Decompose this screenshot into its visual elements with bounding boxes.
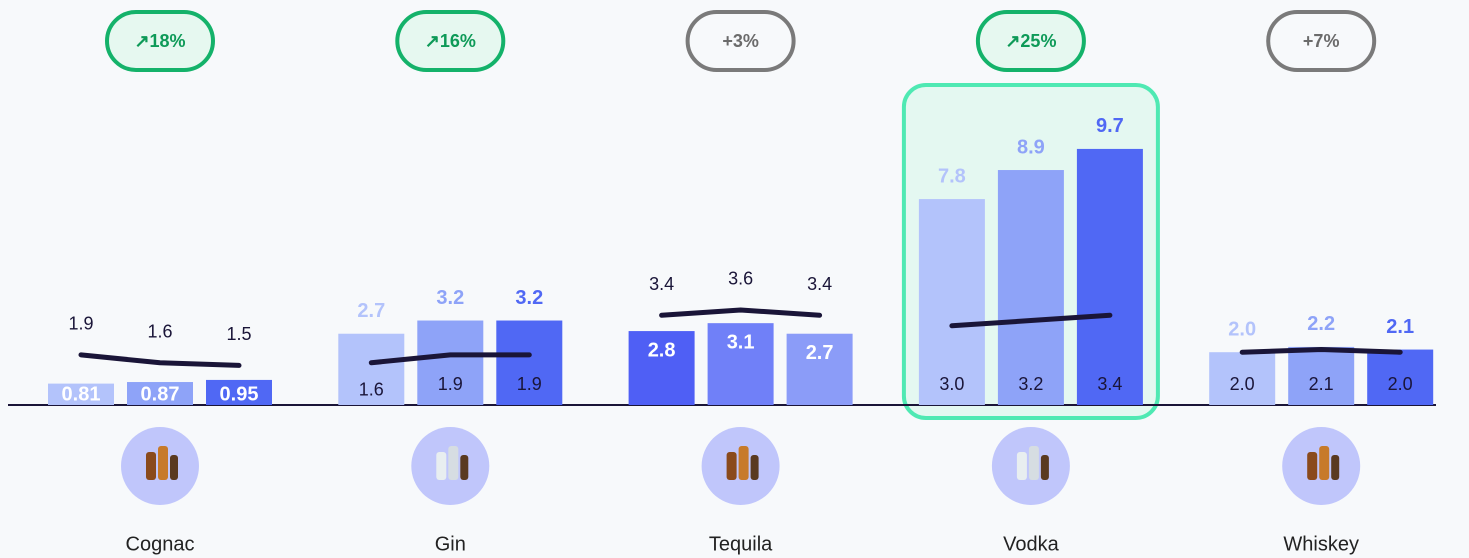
bottle-icon: [1029, 446, 1039, 480]
bar-value-label: 8.9: [1017, 136, 1045, 158]
bar: [1077, 149, 1143, 405]
bar-value-label: 2.1: [1386, 316, 1414, 338]
bar-value-label: 2.7: [357, 300, 385, 322]
line-value-label: 1.9: [438, 374, 463, 394]
bar-value-label: 7.8: [938, 165, 966, 187]
trend-line: [81, 355, 239, 366]
bottle-icon: [170, 455, 178, 480]
bottle-icon: [751, 455, 759, 480]
bar-value-label: 3.2: [515, 287, 543, 309]
bottle-icon: [739, 446, 749, 480]
category-label: Cognac: [126, 533, 195, 555]
bottle-icon: [1307, 452, 1317, 480]
bottle-icon: [448, 446, 458, 480]
bottle-icon: [436, 452, 446, 480]
line-value-label: 2.1: [1309, 374, 1334, 394]
trend-line: [1242, 350, 1400, 353]
trend-line: [662, 310, 820, 315]
line-value-label: 3.0: [939, 374, 964, 394]
chart: ↗18% Cognac 0.81 0.87 0.95 1.9 1.6 1.5 ↗16% Gin 2.…: [0, 0, 1469, 558]
line-value-label: 3.2: [1018, 374, 1043, 394]
line-value-label: 3.4: [649, 274, 674, 294]
bottle-icon: [146, 452, 156, 480]
bottle-icon: [727, 452, 737, 480]
line-value-label: 1.6: [147, 322, 172, 342]
category-label: Gin: [435, 533, 466, 555]
badge-text: ↗16%: [425, 31, 476, 51]
bottle-icon: [1017, 452, 1027, 480]
bottle-icon: [460, 455, 468, 480]
line-value-label: 1.5: [226, 324, 251, 344]
badge-text: ↗25%: [1005, 31, 1056, 51]
line-value-label: 1.9: [517, 374, 542, 394]
bar-value-label: 2.7: [806, 342, 834, 364]
bottle-icon: [1041, 455, 1049, 480]
badge-text: +7%: [1303, 31, 1340, 51]
bar-value-label: 9.7: [1096, 115, 1124, 137]
bar-value-label: 2.8: [648, 339, 676, 361]
bar-value-label: 3.1: [727, 331, 755, 353]
line-value-label: 1.6: [359, 380, 384, 400]
line-value-label: 3.6: [728, 269, 753, 289]
category-label: Whiskey: [1283, 533, 1359, 555]
line-value-label: 1.9: [68, 314, 93, 334]
line-value-label: 2.0: [1388, 374, 1413, 394]
line-value-label: 2.0: [1230, 374, 1255, 394]
bar: [998, 170, 1064, 405]
bar-value-label: 2.0: [1228, 318, 1256, 340]
badge-text: +3%: [722, 31, 759, 51]
line-value-label: 3.4: [1097, 374, 1122, 394]
bar-value-label: 2.2: [1307, 313, 1335, 335]
bar-value-label: 0.87: [141, 383, 180, 405]
bar-value-label: 3.2: [436, 287, 464, 309]
line-value-label: 3.4: [807, 274, 832, 294]
category-label: Tequila: [709, 533, 773, 555]
page: {"chart_data": {"type": "bar", "categori…: [0, 0, 1469, 558]
bottle-icon: [1331, 455, 1339, 480]
bottle-icon: [1319, 446, 1329, 480]
bar-value-label: 0.81: [62, 383, 101, 405]
category-label: Vodka: [1003, 533, 1059, 555]
bottle-icon: [158, 446, 168, 480]
badge-text: ↗18%: [134, 31, 185, 51]
bar-value-label: 0.95: [220, 383, 259, 405]
